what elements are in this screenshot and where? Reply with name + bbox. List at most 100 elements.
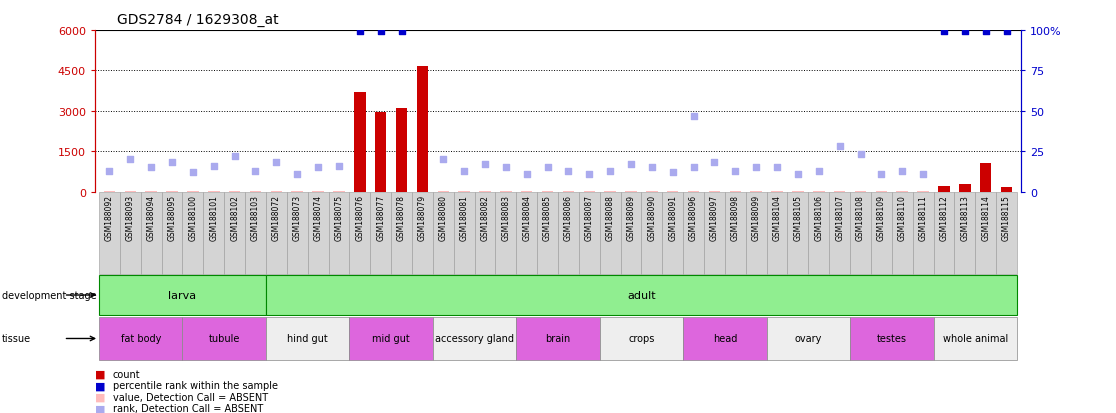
Text: whole animal: whole animal [943,334,1008,344]
Bar [584,191,595,192]
Bar [104,191,115,192]
Bar [270,191,282,192]
Bar [642,192,662,275]
Bar [433,192,454,275]
Bar [537,192,558,275]
Bar [542,191,554,192]
Text: GSM188089: GSM188089 [626,195,635,240]
Point [956,28,974,35]
Bar [266,192,287,275]
Point [455,168,473,174]
Point [789,171,807,178]
Text: GSM188105: GSM188105 [793,195,802,240]
Point [685,113,703,120]
Bar [767,317,850,361]
Text: ■: ■ [95,392,105,402]
Point [372,28,389,35]
Bar [558,192,579,275]
Bar [605,191,616,192]
Bar [725,192,745,275]
Text: GSM188097: GSM188097 [710,195,719,240]
Bar [599,317,683,361]
Bar [291,191,302,192]
Bar [876,191,887,192]
Bar [354,93,366,192]
Bar [454,192,474,275]
Bar [187,191,199,192]
Bar [517,192,537,275]
Point [580,171,598,178]
Text: GSM188076: GSM188076 [355,195,364,240]
Point [622,161,639,168]
Bar [788,192,808,275]
Bar [975,192,997,275]
Bar [850,317,933,361]
Bar [954,192,975,275]
Text: GSM188088: GSM188088 [606,195,615,240]
Text: GSM188098: GSM188098 [731,195,740,240]
Bar [266,275,1017,315]
Bar [662,192,683,275]
Point [518,171,536,178]
Bar [500,191,511,192]
Bar [855,191,866,192]
Bar [767,192,788,275]
Bar [396,109,407,192]
Text: ■: ■ [95,380,105,390]
Text: GSM188112: GSM188112 [940,195,949,240]
Text: hind gut: hind gut [287,334,328,344]
Bar [750,191,762,192]
Text: GSM188075: GSM188075 [335,195,344,240]
Bar [99,317,183,361]
Point [100,168,118,174]
Point [330,163,348,170]
Text: accessory gland: accessory gland [435,334,514,344]
Bar [687,191,700,192]
Point [184,169,202,176]
Bar [917,191,929,192]
Text: GSM188111: GSM188111 [918,195,927,240]
Bar [371,192,391,275]
Bar [183,317,266,361]
Point [727,168,744,174]
Bar [892,192,913,275]
Text: crops: crops [628,334,655,344]
Text: GSM188078: GSM188078 [397,195,406,240]
Text: ■: ■ [95,369,105,379]
Text: count: count [113,369,141,379]
Text: GSM188113: GSM188113 [960,195,970,240]
Point [309,164,327,171]
Point [559,168,577,174]
Bar [229,191,240,192]
Text: GSM188087: GSM188087 [585,195,594,240]
Bar [834,191,846,192]
Bar [416,67,429,192]
Bar [474,192,496,275]
Bar [99,275,266,315]
Bar [433,317,517,361]
Text: GSM188073: GSM188073 [292,195,301,240]
Bar [792,191,804,192]
Text: GSM188081: GSM188081 [460,195,469,240]
Bar [479,191,491,192]
Text: GSM188092: GSM188092 [105,195,114,240]
Point [393,28,411,35]
Point [893,168,911,174]
Point [810,168,828,174]
Bar [349,192,371,275]
Bar [162,192,183,275]
Point [643,164,661,171]
Text: GSM188079: GSM188079 [417,195,427,240]
Bar [496,192,517,275]
Bar [224,192,246,275]
Bar [620,192,642,275]
Bar [683,317,767,361]
Point [268,160,286,166]
Bar [246,192,266,275]
Bar [997,192,1017,275]
Bar [334,191,345,192]
Bar [166,191,177,192]
Bar [119,192,141,275]
Bar [808,192,829,275]
Text: development stage: development stage [2,290,97,300]
